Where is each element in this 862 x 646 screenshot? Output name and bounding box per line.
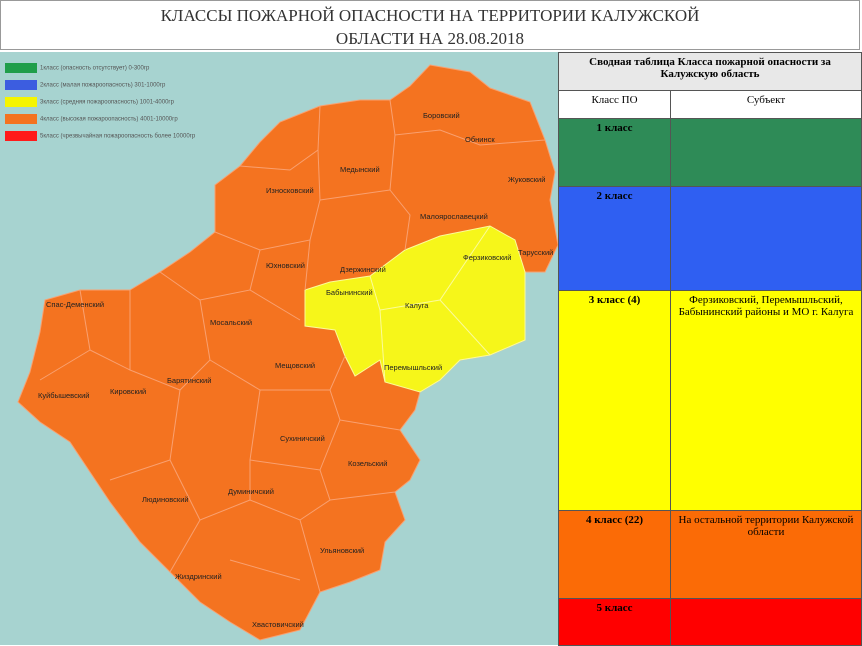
district-label: Кировский bbox=[110, 387, 146, 396]
district-label: Юхновский bbox=[266, 261, 305, 270]
legend-label: 1класс (опасность отсутствует) 0-300гр bbox=[40, 66, 150, 72]
title-line: ОБЛАСТИ НА 28.08.2018 bbox=[335, 29, 525, 48]
district-borders bbox=[39, 99, 546, 593]
district-label: Тарусский bbox=[518, 248, 553, 257]
table-row: 5 класс bbox=[558, 598, 862, 646]
table-row: 3 класс (4) Ферзиковский, Перемышльский, … bbox=[558, 290, 862, 511]
district-label: Жиздринский bbox=[175, 572, 222, 581]
district-label: Ферзиковский bbox=[463, 253, 511, 262]
summary-table: Сводная таблица Класса пожарной опасност… bbox=[558, 52, 862, 646]
district-label: Малоярославецкий bbox=[420, 212, 488, 221]
district-label: Козельский bbox=[348, 459, 387, 468]
title: КЛАССЫ ПОЖАРНОЙ ОПАСНОСТИ НА ТЕРРИТОРИИ … bbox=[0, 0, 860, 50]
district-label: Износковский bbox=[266, 186, 314, 195]
district-label: Мосальский bbox=[210, 318, 252, 327]
legend-label: 2класс (малая пожароопасность) 301-1000г… bbox=[40, 83, 166, 89]
legend-label: 5класс (чрезвычайная пожароопасность бол… bbox=[40, 133, 196, 140]
district-label: Куйбышевский bbox=[38, 391, 90, 400]
district-label: Дзержинский bbox=[340, 265, 386, 274]
district-label: Жуковский bbox=[508, 175, 545, 184]
map: Боровский Обнинск Медынский Износковский… bbox=[0, 52, 558, 645]
subject-cell: Ферзиковский, Перемышльский, Бабынинский… bbox=[670, 290, 862, 511]
table-row: 1 класс bbox=[558, 118, 862, 187]
district-label: Бабынинский bbox=[326, 288, 373, 297]
class-cell: 5 класс bbox=[558, 598, 671, 646]
region-class-3 bbox=[304, 225, 526, 393]
legend-swatch bbox=[5, 97, 37, 107]
legend-swatch bbox=[5, 131, 37, 141]
table-title: Сводная таблица Класса пожарной опасност… bbox=[558, 52, 862, 91]
district-label: Калуга bbox=[405, 301, 429, 310]
district-label: Сухиничский bbox=[280, 434, 325, 443]
class-cell: 3 класс (4) bbox=[558, 290, 671, 511]
subject-cell bbox=[670, 118, 862, 187]
district-label: Обнинск bbox=[465, 135, 495, 144]
district-borders bbox=[369, 225, 491, 383]
legend-label: 4класс (высокая пожароопасность) 4001-10… bbox=[40, 117, 178, 123]
legend-swatch bbox=[5, 63, 37, 73]
district-label: Боровский bbox=[423, 111, 460, 120]
district-label: Спас-Деменский bbox=[46, 300, 104, 309]
column-header: Класс ПО bbox=[558, 90, 671, 119]
legend-label: 3класс (средняя пожароопасность) 1001-40… bbox=[40, 100, 175, 106]
region-class-4 bbox=[17, 64, 558, 641]
class-cell: 2 класс bbox=[558, 186, 671, 291]
district-label: Барятинский bbox=[167, 376, 211, 385]
district-label: Перемышльский bbox=[384, 363, 442, 372]
subject-cell: На остальной территории Калужской област… bbox=[670, 510, 862, 599]
district-label: Медынский bbox=[340, 165, 380, 174]
table-row: 2 класс bbox=[558, 186, 862, 291]
class-cell: 4 класс (22) bbox=[558, 510, 671, 599]
district-label: Людиновский bbox=[142, 495, 189, 504]
district-label: Хвастовичский bbox=[252, 620, 304, 629]
subject-cell bbox=[670, 598, 862, 646]
legend-swatch bbox=[5, 114, 37, 124]
class-cell: 1 класс bbox=[558, 118, 671, 187]
subject-cell bbox=[670, 186, 862, 291]
district-label: Ульяновский bbox=[320, 546, 364, 555]
district-label: Мещовский bbox=[275, 361, 315, 370]
legend-swatch bbox=[5, 80, 37, 90]
title-line: КЛАССЫ ПОЖАРНОЙ ОПАСНОСТИ НА ТЕРРИТОРИИ … bbox=[160, 6, 700, 25]
column-header: Субъект bbox=[670, 90, 862, 119]
district-label: Думиничский bbox=[228, 487, 274, 496]
table-row: 4 класс (22) На остальной территории Калу… bbox=[558, 510, 862, 599]
legend: 1класс (опасность отсутствует) 0-300гр 2к… bbox=[5, 63, 196, 141]
